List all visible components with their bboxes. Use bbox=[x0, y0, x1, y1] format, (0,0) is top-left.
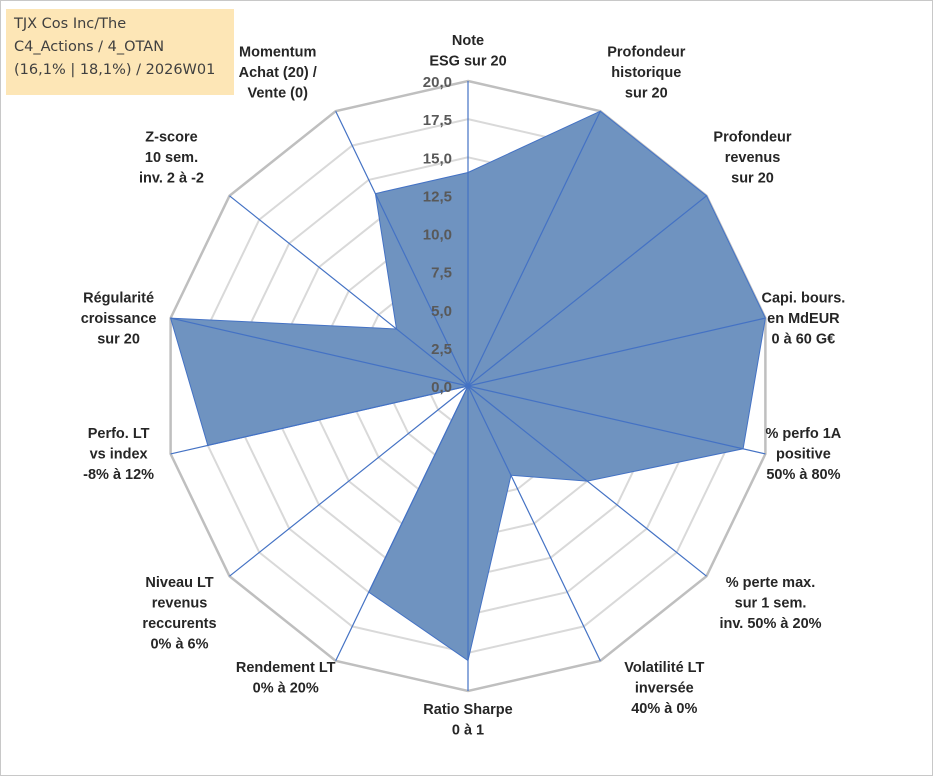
axis-spoke bbox=[229, 385, 469, 577]
axis-label: % perfo 1A positive 50% à 80% bbox=[766, 426, 842, 483]
axis-label-line: inv. 2 à -2 bbox=[139, 170, 204, 186]
axis-label-line: sur 1 sem. bbox=[735, 596, 807, 612]
axis-label: Profondeur historique sur 20 bbox=[607, 45, 685, 102]
axis-label-line: 0% à 6% bbox=[150, 637, 208, 653]
axis-label: % perte max. sur 1 sem. inv. 50% à 20% bbox=[719, 575, 821, 632]
axis-label-line: vs index bbox=[90, 447, 148, 463]
axis-label-line: 0 à 60 G€ bbox=[772, 331, 836, 347]
axis-label-line: 0 à 1 bbox=[452, 723, 484, 739]
axis-spoke bbox=[170, 317, 469, 387]
axis-label: Capi. bours. en MdEUR 0 à 60 G€ bbox=[762, 290, 846, 347]
axis-label-line: en MdEUR bbox=[767, 311, 840, 327]
axis-label-line: inv. 50% à 20% bbox=[719, 616, 821, 632]
axis-label: Ratio Sharpe 0 à 1 bbox=[423, 702, 512, 739]
axis-label-line: ESG sur 20 bbox=[429, 54, 506, 70]
axis-label-line: croissance bbox=[81, 311, 157, 327]
axis-label-line: 0% à 20% bbox=[253, 680, 319, 696]
axis-spoke bbox=[467, 385, 601, 662]
axis-label-line: sur 20 bbox=[731, 170, 774, 186]
axis-label-line: Volatilité LT bbox=[624, 660, 704, 676]
tick-label: 2,5 bbox=[431, 341, 452, 358]
axis-spoke bbox=[335, 385, 469, 662]
axis-label: Z-score 10 sem. inv. 2 à -2 bbox=[139, 129, 204, 186]
axis-label: Note ESG sur 20 bbox=[429, 33, 506, 70]
axis-label-line: historique bbox=[611, 65, 681, 81]
axis-label-line: Régularité bbox=[83, 290, 154, 306]
tick-label: 12,5 bbox=[423, 188, 452, 205]
axis-label-line: 10 sem. bbox=[145, 150, 198, 166]
axis-spoke bbox=[467, 195, 707, 387]
title-line-company: TJX Cos Inc/The bbox=[14, 16, 127, 32]
axis-label-line: inversée bbox=[635, 680, 694, 696]
axis-label-line: Note bbox=[452, 33, 484, 49]
axis-label-line: Profondeur bbox=[607, 45, 685, 61]
axis-label-line: Rendement LT bbox=[236, 660, 336, 676]
axis-label: Momentum Achat (20) / Vente (0) bbox=[239, 45, 317, 102]
axis-label-line: Achat (20) / bbox=[239, 65, 317, 81]
label-layer: Note ESG sur 20 Profondeur historique sur 20… bbox=[81, 33, 846, 739]
axis-label-line: Perfo. LT bbox=[88, 426, 150, 442]
axis-label-line: Ratio Sharpe bbox=[423, 702, 512, 718]
axis-label-line: Capi. bours. bbox=[762, 290, 846, 306]
title-line-stats: (16,1% | 18,1%) / 2026W01 bbox=[14, 62, 216, 78]
axis-label-line: Vente (0) bbox=[247, 86, 308, 102]
axis-label-line: Z-score bbox=[145, 129, 197, 145]
tick-label: 7,5 bbox=[431, 265, 452, 282]
tick-layer: 0,0 2,5 5,0 7,5 10,0 12,5 15,0 17,5 20,0 bbox=[423, 74, 452, 396]
axis-label-line: Profondeur bbox=[713, 129, 791, 145]
tick-label: 10,0 bbox=[423, 227, 452, 244]
axis-spoke bbox=[335, 110, 469, 387]
axis-label-line: Niveau LT bbox=[145, 575, 213, 591]
axis-spoke bbox=[467, 385, 766, 455]
axis-spoke bbox=[467, 110, 601, 387]
title-line-portfolio: C4_Actions / 4_OTAN bbox=[14, 39, 165, 55]
axis-label-line: revenus bbox=[152, 596, 208, 612]
title-box: TJX Cos Inc/The C4_Actions / 4_OTAN (16,… bbox=[6, 9, 234, 95]
axis-label: Rendement LT 0% à 20% bbox=[236, 660, 336, 697]
tick-label: 15,0 bbox=[423, 150, 452, 167]
axis-label: Niveau LT revenus reccurents 0% à 6% bbox=[142, 575, 216, 653]
axis-spoke bbox=[229, 195, 469, 387]
axis-label: Profondeur revenus sur 20 bbox=[713, 129, 791, 186]
axis-label-line: sur 20 bbox=[625, 86, 668, 102]
tick-label: 20,0 bbox=[423, 74, 452, 91]
axis-label-line: Momentum bbox=[239, 45, 316, 61]
axis-label-line: % perfo 1A bbox=[766, 426, 842, 442]
axis-label: Volatilité LT inversée 40% à 0% bbox=[624, 660, 704, 717]
axis-spoke bbox=[467, 385, 707, 577]
axis-spoke bbox=[467, 317, 766, 387]
axis-label-line: -8% à 12% bbox=[83, 467, 154, 483]
tick-label: 0,0 bbox=[431, 379, 452, 396]
axis-label-line: revenus bbox=[725, 150, 781, 166]
axis-label-line: reccurents bbox=[142, 616, 216, 632]
axis-label-line: 50% à 80% bbox=[766, 467, 840, 483]
axis-label: Perfo. LT vs index -8% à 12% bbox=[83, 426, 154, 483]
axis-label: Régularité croissance sur 20 bbox=[81, 290, 157, 347]
axis-label-line: sur 20 bbox=[97, 331, 140, 347]
axis-spoke bbox=[170, 385, 469, 455]
tick-label: 17,5 bbox=[423, 112, 452, 129]
axis-label-line: positive bbox=[776, 447, 831, 463]
axis-label-line: 40% à 0% bbox=[631, 701, 697, 717]
spoke-layer bbox=[170, 81, 766, 691]
tick-label: 5,0 bbox=[431, 303, 452, 320]
axis-label-line: % perte max. bbox=[726, 575, 815, 591]
